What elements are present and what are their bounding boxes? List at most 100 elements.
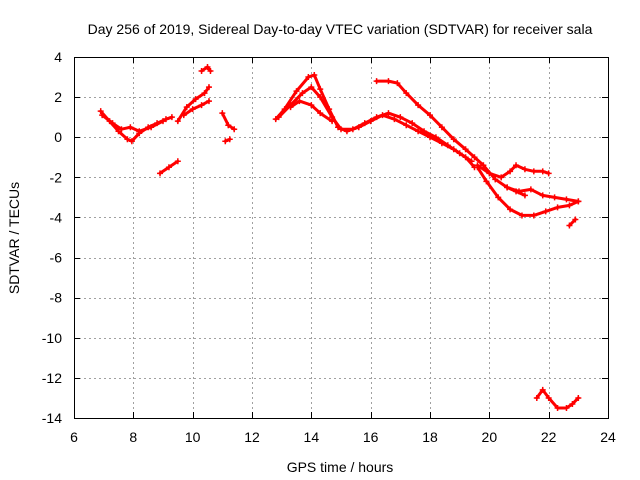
data-point xyxy=(563,196,570,203)
data-point xyxy=(539,168,546,175)
data-point xyxy=(128,138,135,145)
data-point xyxy=(109,120,116,127)
data-point xyxy=(403,122,410,129)
plot-frame xyxy=(74,57,609,419)
data-point xyxy=(554,204,561,211)
data-point xyxy=(563,404,570,411)
data-point xyxy=(415,102,422,109)
data-point xyxy=(317,110,324,117)
data-point xyxy=(349,126,356,133)
data-point xyxy=(444,142,451,149)
data-point xyxy=(403,90,410,97)
data-point xyxy=(521,166,528,173)
data-point xyxy=(293,88,300,95)
data-point xyxy=(174,118,181,125)
data-point xyxy=(317,86,324,93)
data-point xyxy=(226,136,233,143)
y-tick-label: -2 xyxy=(50,169,63,185)
data-point xyxy=(438,124,445,131)
data-point xyxy=(498,174,505,181)
data-point xyxy=(97,108,104,115)
y-tick-label: 4 xyxy=(54,49,62,65)
series-line xyxy=(277,85,473,163)
series-track-4 xyxy=(174,84,212,125)
data-point xyxy=(569,400,576,407)
data-point xyxy=(183,104,190,111)
data-point xyxy=(373,78,380,85)
data-point xyxy=(415,128,422,135)
data-point xyxy=(542,208,549,215)
data-point xyxy=(275,114,282,121)
data-point xyxy=(474,162,481,169)
series-track-2 xyxy=(99,112,166,135)
series-track-3 xyxy=(157,158,181,177)
x-tick-label: 14 xyxy=(304,429,320,445)
data-point xyxy=(545,394,552,401)
data-point xyxy=(385,110,392,117)
data-point xyxy=(205,84,212,91)
data-point xyxy=(168,114,175,121)
x-tick-label: 18 xyxy=(422,429,438,445)
series-track-17 xyxy=(566,216,579,229)
y-tick-label: 2 xyxy=(54,89,62,105)
y-tick-label: -6 xyxy=(50,250,63,266)
data-point xyxy=(391,116,398,123)
x-tick-label: 8 xyxy=(129,429,137,445)
data-point xyxy=(385,78,392,85)
data-point xyxy=(480,162,487,169)
data-point xyxy=(575,394,582,401)
data-point xyxy=(539,192,546,199)
y-tick-label: -4 xyxy=(50,209,63,225)
data-point xyxy=(127,124,134,131)
data-point xyxy=(518,212,525,219)
data-point xyxy=(468,158,475,165)
data-point xyxy=(189,106,196,113)
data-point xyxy=(533,394,540,401)
series-track-16 xyxy=(533,386,582,411)
data-point xyxy=(222,138,229,145)
data-point xyxy=(530,168,537,175)
data-point xyxy=(198,68,205,75)
data-point xyxy=(311,72,318,79)
y-axis-label: SDTVAR / TECUs xyxy=(6,182,22,294)
data-point xyxy=(317,94,324,101)
data-point xyxy=(554,404,561,411)
data-point xyxy=(483,178,490,185)
series xyxy=(97,64,582,411)
data-point xyxy=(572,216,579,223)
series-track-6 xyxy=(198,64,214,75)
data-point xyxy=(394,80,401,87)
data-point xyxy=(462,146,469,153)
y-tick-label: -10 xyxy=(42,330,62,346)
data-point xyxy=(136,128,143,135)
data-point xyxy=(492,176,499,183)
data-point xyxy=(566,202,573,209)
x-tick-label: 20 xyxy=(482,429,498,445)
y-tick-label: -8 xyxy=(50,290,63,306)
data-point xyxy=(204,64,211,71)
data-point xyxy=(231,126,238,133)
data-point xyxy=(148,124,155,131)
data-point xyxy=(219,110,226,117)
series-track-7 xyxy=(219,110,238,133)
data-point xyxy=(507,168,514,175)
data-point xyxy=(157,170,164,177)
x-tick-label: 12 xyxy=(244,429,260,445)
data-point xyxy=(174,158,181,165)
data-point xyxy=(207,68,214,75)
data-point xyxy=(338,126,344,133)
data-point xyxy=(160,118,166,125)
data-point xyxy=(99,112,106,119)
series-line xyxy=(476,165,580,217)
y-tick-label: 0 xyxy=(54,129,62,145)
data-point xyxy=(551,194,558,201)
data-point xyxy=(361,120,368,127)
series-line xyxy=(567,217,577,227)
x-tick-label: 10 xyxy=(185,429,201,445)
x-tick-label: 24 xyxy=(600,429,616,445)
data-point xyxy=(545,170,552,177)
data-point xyxy=(329,118,336,125)
data-point xyxy=(205,98,212,105)
